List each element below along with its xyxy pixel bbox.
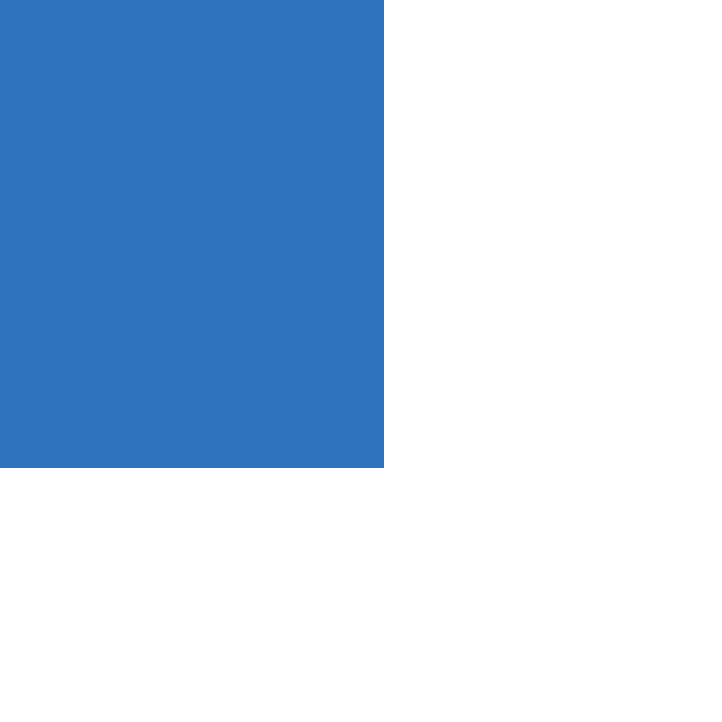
blue-rectangle [0, 0, 384, 468]
